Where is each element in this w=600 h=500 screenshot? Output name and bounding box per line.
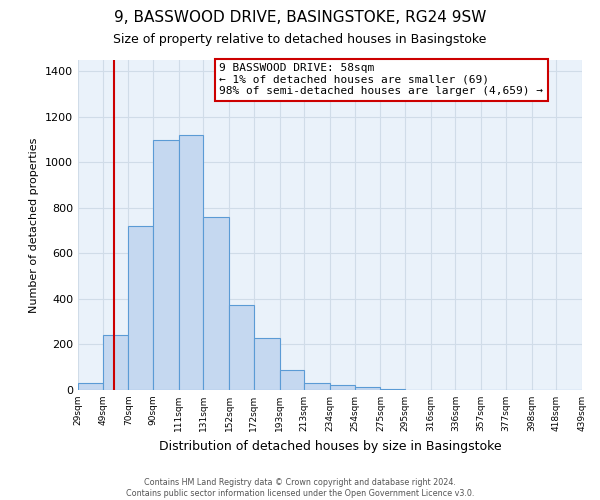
Text: Size of property relative to detached houses in Basingstoke: Size of property relative to detached ho…	[113, 32, 487, 46]
Bar	[304, 383, 330, 390]
Bar	[203, 217, 229, 390]
Y-axis label: Number of detached properties: Number of detached properties	[29, 138, 40, 312]
Bar	[254, 338, 280, 390]
Bar	[128, 226, 153, 390]
Bar	[330, 386, 355, 390]
Text: 9 BASSWOOD DRIVE: 58sqm
← 1% of detached houses are smaller (69)
98% of semi-det: 9 BASSWOOD DRIVE: 58sqm ← 1% of detached…	[219, 64, 543, 96]
Bar	[229, 304, 254, 390]
Bar	[355, 386, 380, 390]
Text: Contains HM Land Registry data © Crown copyright and database right 2024.
Contai: Contains HM Land Registry data © Crown c…	[126, 478, 474, 498]
Bar	[280, 370, 304, 390]
Bar	[78, 383, 103, 390]
Text: 9, BASSWOOD DRIVE, BASINGSTOKE, RG24 9SW: 9, BASSWOOD DRIVE, BASINGSTOKE, RG24 9SW	[114, 10, 486, 25]
Bar	[380, 389, 405, 390]
Bar	[103, 336, 128, 390]
Bar	[153, 140, 179, 390]
Bar	[179, 135, 203, 390]
X-axis label: Distribution of detached houses by size in Basingstoke: Distribution of detached houses by size …	[158, 440, 502, 452]
